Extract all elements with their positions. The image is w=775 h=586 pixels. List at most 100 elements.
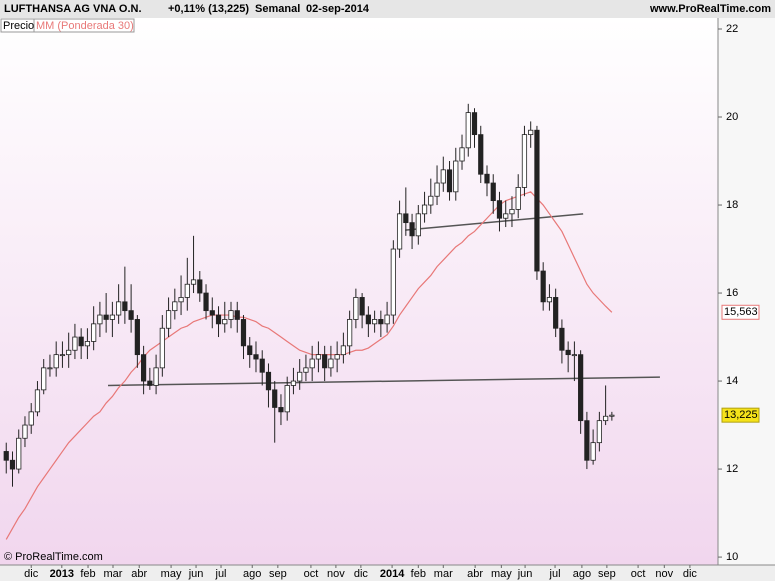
date: 02-sep-2014 (306, 3, 370, 15)
candle-body (322, 354, 328, 369)
candle-body (565, 349, 571, 356)
x-tick-label: 2013 (50, 568, 74, 580)
candle-body (515, 187, 521, 210)
x-tick-label: oct (304, 568, 319, 580)
candle-body (272, 389, 278, 408)
candle-body (315, 354, 322, 360)
candle-body (578, 354, 584, 422)
candle-body (303, 367, 309, 373)
candle-body (496, 200, 503, 219)
candle-body (297, 371, 303, 382)
x-tick-label: feb (80, 568, 95, 580)
candle-body (109, 314, 115, 320)
candle-body (478, 134, 484, 175)
candle-body (140, 354, 147, 382)
x-tick-label: dic (354, 568, 369, 580)
x-tick-label: dic (24, 568, 39, 580)
candle-body (347, 319, 353, 347)
candle-body (528, 129, 534, 136)
candle-body (240, 319, 247, 347)
candle-body (365, 314, 371, 325)
candle-body (209, 310, 215, 316)
candle-body (197, 279, 203, 294)
candle-body (509, 209, 515, 215)
candle-body (340, 345, 346, 356)
candle-body (503, 213, 509, 219)
x-tick-label: ago (243, 568, 261, 580)
x-tick-label: jul (215, 568, 227, 580)
candle-body (534, 129, 540, 272)
candle-body (328, 358, 334, 369)
y-tick-label: 10 (726, 551, 738, 563)
candle-body (78, 336, 84, 347)
candle-body (415, 213, 421, 237)
candle-body (172, 301, 178, 312)
header-bar (0, 0, 775, 18)
candle-body (459, 147, 465, 162)
y-tick-label: 22 (726, 23, 738, 35)
candle-body (284, 385, 290, 413)
x-tick-label: jun (517, 568, 533, 580)
candle-body (409, 222, 415, 237)
candle-body (134, 319, 140, 356)
candle-body (372, 319, 378, 325)
candle-body (403, 213, 409, 224)
x-tick-label: 2014 (380, 568, 405, 580)
candle-body (309, 358, 315, 369)
candle-body (490, 182, 496, 202)
candle-body (521, 134, 528, 188)
candle-body (440, 169, 446, 184)
candle-body (546, 297, 553, 303)
x-tick-label: abr (467, 568, 483, 580)
candle-body (278, 407, 284, 413)
last-value-label: 13,225 (724, 409, 758, 421)
x-tick-label: abr (131, 568, 147, 580)
y-tick-label: 18 (726, 199, 738, 211)
candle-body (353, 297, 359, 320)
candle-body (378, 319, 384, 325)
candle-body (265, 371, 272, 391)
candle-body (122, 301, 128, 312)
candle-body (47, 367, 53, 370)
candle-body (53, 354, 59, 369)
candle-body (16, 437, 22, 470)
y-tick-label: 14 (726, 375, 738, 387)
x-tick-label: mar (104, 568, 123, 580)
candle-body (28, 411, 34, 426)
candle-body (9, 459, 16, 470)
candle-body (446, 169, 453, 193)
y-tick-label: 12 (726, 463, 738, 475)
trend-line (108, 376, 660, 387)
candle-body (41, 367, 47, 391)
candle-body (390, 248, 396, 316)
candle-body (396, 213, 403, 250)
source: www.ProRealTime.com (649, 3, 771, 15)
last-value-box (721, 407, 760, 423)
candle-body (540, 270, 546, 303)
x-tick-label: mar (434, 568, 453, 580)
candle-body (584, 420, 590, 461)
period: Semanal (255, 3, 300, 15)
last-value-label: 15,563 (724, 306, 758, 318)
candle-body (290, 380, 297, 386)
candle-body (159, 327, 165, 369)
candle-body (228, 310, 234, 320)
candle-body (559, 327, 565, 351)
candle-body (596, 420, 602, 444)
x-tick-label: may (161, 568, 182, 580)
candle-body (465, 112, 471, 149)
legend-price: Precio (3, 20, 34, 32)
candle-body (165, 310, 172, 329)
candle-body (253, 354, 259, 360)
candle-body (116, 301, 122, 316)
candle-body (247, 345, 253, 356)
candle-body (190, 279, 197, 285)
candle-body (428, 195, 434, 206)
candle-body (484, 173, 490, 184)
trend-line (405, 213, 584, 231)
candle-body (97, 314, 103, 325)
candle-body (259, 358, 265, 373)
candle-body (222, 319, 228, 325)
candle-body (59, 354, 66, 357)
